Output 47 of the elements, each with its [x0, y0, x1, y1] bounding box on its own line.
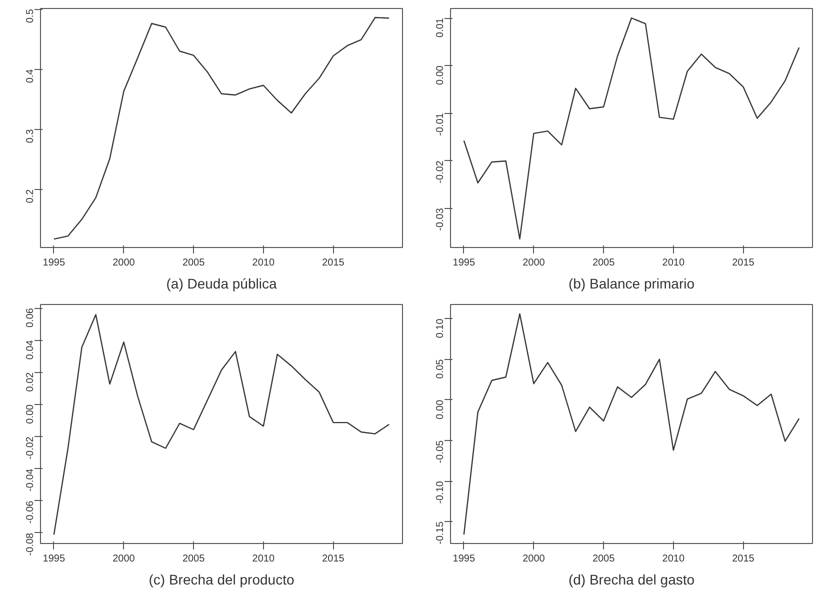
- x-tick-label: 1995: [42, 554, 66, 564]
- y-tick-label: 0.00: [25, 404, 36, 424]
- y-tick-label: -0.04: [25, 468, 36, 492]
- text: (a) Deuda pública: [166, 276, 277, 292]
- y-tick-label: 0.01: [435, 18, 446, 38]
- y-tick-label: -0.10: [435, 480, 446, 504]
- text: (c) Brecha del producto: [148, 572, 294, 588]
- y-tick-label: 0.4: [25, 68, 36, 84]
- y-tick-label: 0.2: [25, 188, 36, 204]
- x-tick-label: 2010: [252, 258, 275, 268]
- x-tick-label: 2000: [112, 554, 136, 564]
- x-tick-label: 2000: [112, 258, 136, 268]
- x-tick-label: 2005: [182, 554, 206, 564]
- y-tick-label: -0.06: [25, 500, 36, 524]
- y-tick-label: 0.3: [25, 128, 36, 144]
- y-tick-label: 0.5: [25, 8, 36, 23]
- x-tick-label: 2015: [732, 258, 755, 268]
- y-tick-label: -0.15: [435, 521, 446, 544]
- x-tick-label: 1995: [452, 258, 476, 268]
- y-tick-label: 0.04: [25, 340, 36, 360]
- x-tick-label: 2010: [252, 554, 275, 564]
- x-tick-label: 2015: [322, 258, 345, 268]
- x-tick-label: 2005: [182, 258, 206, 268]
- y-tick-label: -0.05: [435, 440, 446, 464]
- x-tick-label: 2000: [522, 258, 546, 268]
- y-tick-label: -0.01: [435, 112, 446, 136]
- x-tick-label: 1995: [42, 258, 66, 268]
- y-tick-label: 0.05: [435, 358, 446, 379]
- x-tick-label: 2015: [732, 554, 755, 564]
- text: (d) Brecha del gasto: [568, 572, 695, 588]
- y-tick-label: -0.03: [435, 208, 446, 231]
- x-tick-label: 2015: [322, 554, 345, 564]
- y-tick-label: 0.02: [25, 372, 36, 392]
- x-tick-label: 2005: [592, 554, 616, 564]
- y-tick-label: 0.06: [25, 308, 36, 328]
- x-tick-label: 2005: [592, 258, 616, 268]
- y-tick-label: -0.02: [435, 160, 446, 184]
- y-tick-label: -0.02: [25, 436, 36, 460]
- y-tick-label: 0.10: [435, 318, 446, 338]
- x-tick-label: 2010: [662, 258, 685, 268]
- y-tick-label: 0.00: [435, 399, 446, 420]
- x-tick-label: 1995: [452, 554, 476, 564]
- y-tick-label: 0.00: [435, 65, 446, 85]
- y-tick-label: -0.08: [25, 532, 36, 556]
- x-tick-label: 2000: [522, 554, 546, 564]
- x-tick-label: 2010: [662, 554, 685, 564]
- text: (b) Balance primario: [568, 276, 695, 292]
